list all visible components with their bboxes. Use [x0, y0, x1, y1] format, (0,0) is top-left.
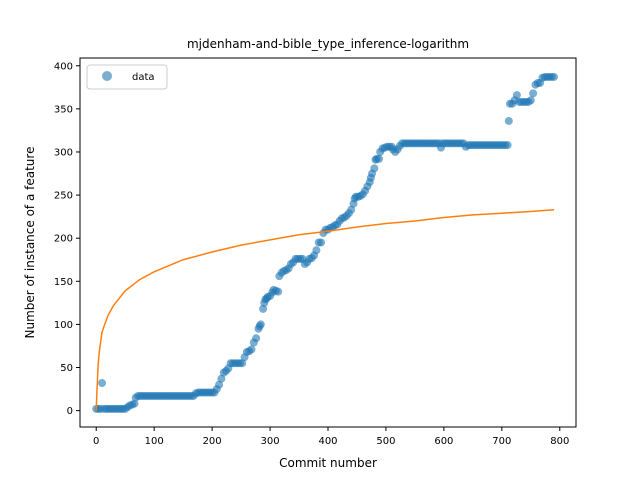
y-tick-label: 150 — [54, 277, 73, 288]
x-tick-label: 700 — [492, 436, 511, 447]
data-point — [130, 399, 139, 408]
data-point — [274, 287, 283, 296]
data-point — [370, 164, 379, 173]
data-point — [504, 116, 513, 125]
data-point — [256, 320, 265, 329]
data-point — [259, 304, 268, 313]
plot-frame — [79, 57, 577, 428]
legend: data — [86, 64, 168, 90]
x-axis-label: Commit number — [279, 456, 377, 470]
y-tick-label: 300 — [54, 147, 73, 158]
y-axis-label: Number of instance of a feature — [23, 147, 37, 339]
data-point — [374, 154, 383, 163]
x-tick-label: 800 — [550, 436, 569, 447]
y-tick-label: 250 — [54, 191, 73, 202]
data-point — [512, 91, 521, 100]
x-tick-label: 100 — [145, 436, 164, 447]
logarithm-fit-line — [95, 208, 555, 411]
y-tick-label: 200 — [54, 234, 73, 245]
chart-title: mjdenham-and-bible_type_inference-logari… — [187, 37, 469, 51]
x-tick-label: 200 — [203, 436, 222, 447]
x-tick-label: 300 — [261, 436, 280, 447]
data-point — [503, 141, 512, 150]
x-tick-label: 500 — [376, 436, 395, 447]
data-point — [238, 359, 247, 368]
data-point — [549, 72, 558, 81]
x-tick-label: 600 — [434, 436, 453, 447]
y-tick-label: 350 — [54, 104, 73, 115]
axes-layer: 0 100 200 300 400 500 600 700 800 0 50 100 150 200 250… — [54, 61, 569, 447]
data-point — [217, 374, 226, 383]
data-point — [247, 345, 256, 354]
data-point — [529, 89, 538, 98]
y-tick-label: 0 — [67, 406, 73, 417]
y-tick-label: 400 — [54, 61, 73, 72]
legend-label-data: data — [132, 72, 155, 83]
legend-marker-data — [102, 71, 112, 81]
data-point — [317, 238, 326, 247]
data-point — [215, 380, 224, 389]
data-point — [526, 96, 535, 105]
legend-box — [86, 64, 168, 90]
data-point — [312, 246, 321, 255]
x-tick-label: 0 — [93, 436, 99, 447]
series-layer — [92, 72, 558, 413]
data-point — [252, 334, 261, 343]
y-tick-label: 100 — [54, 320, 73, 331]
data-point — [98, 379, 107, 388]
y-tick-label: 50 — [60, 363, 73, 374]
data-point — [347, 205, 356, 214]
x-tick-label: 400 — [318, 436, 337, 447]
